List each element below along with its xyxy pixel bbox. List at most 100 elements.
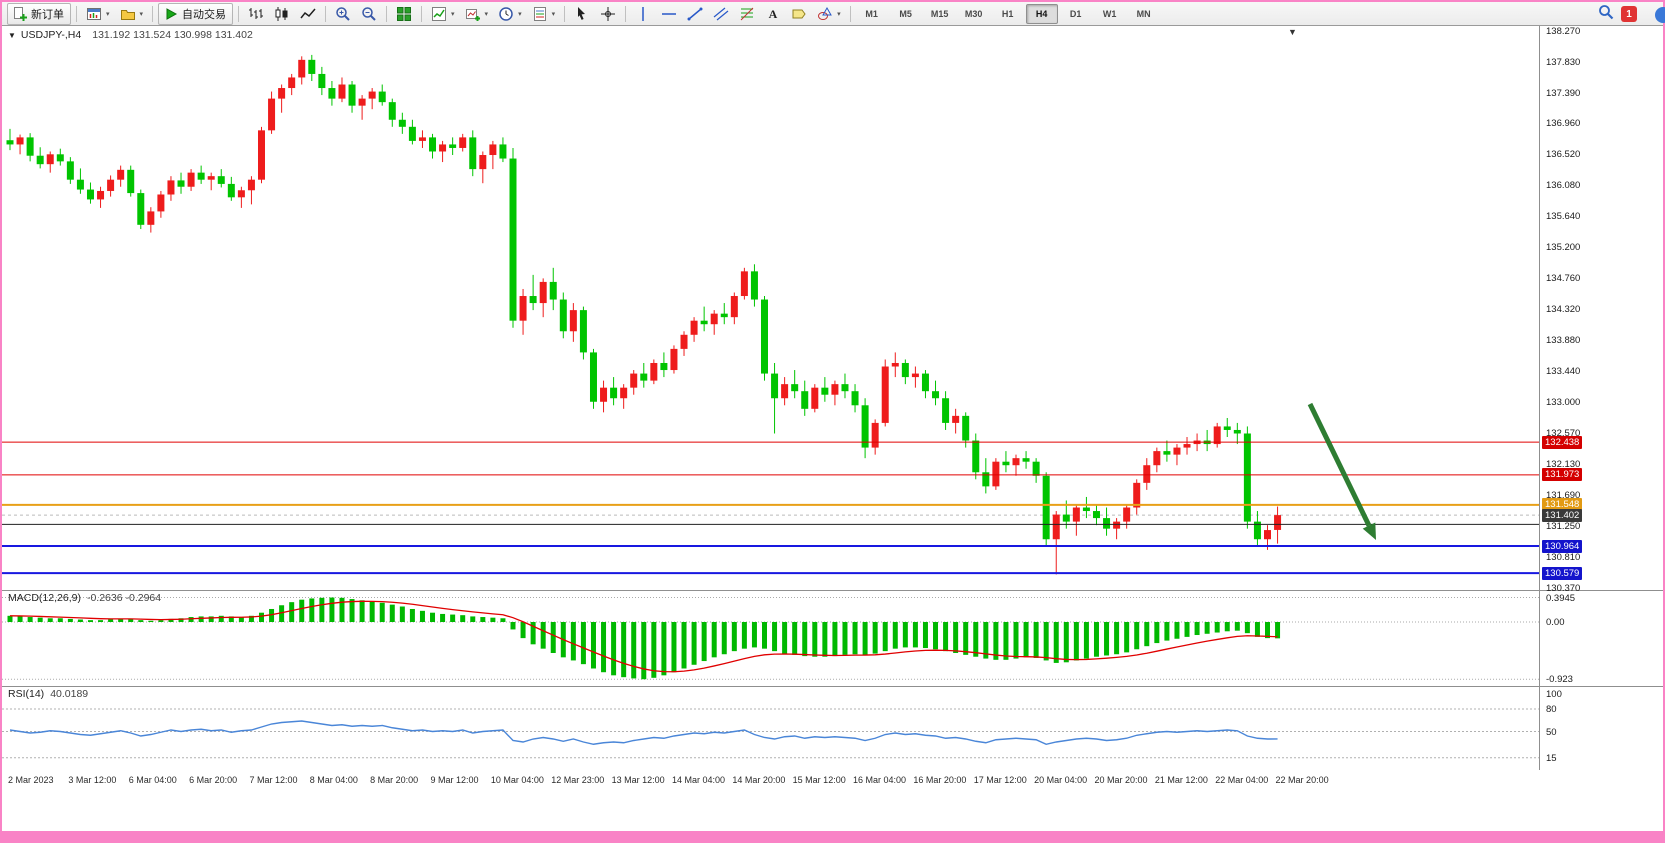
timeframe-m15-button[interactable]: M15 [930,8,949,19]
trend-arrow-head [1362,522,1376,540]
bar-chart-button[interactable] [244,3,268,25]
price-axis-tick: 136.960 [1546,118,1581,130]
messages-icon[interactable] [1655,7,1665,23]
fibonacci-icon [739,6,755,22]
time-axis[interactable]: 2 Mar 2023 3 Mar 12:00 6 Mar 04:00 6 Mar 20… [2,770,1663,792]
rsi-label: RSI(14) 40.0189 [8,688,89,700]
crosshair-icon [600,6,616,22]
macd-canvas[interactable] [2,590,1539,686]
rsi-axis-tick: 15 [1546,752,1557,764]
time-axis-label: 6 Mar 04:00 [128,775,177,785]
autotrade-button-label: 自动交易 [182,8,227,21]
fibonacci-button[interactable] [735,3,759,25]
line-chart-button[interactable] [296,3,320,25]
macd-label: MACD(12,26,9) -0.2636 -0.2964 [8,592,162,604]
price-axis-tick: 131.250 [1546,520,1581,532]
candlestick-button[interactable] [270,3,294,25]
price-axis[interactable]: 138.270 137.830 137.390 136.960 136.520 136.0… [1540,2,1663,792]
time-axis-label: 16 Mar 04:00 [853,775,907,785]
indicators-button[interactable]: ▾ [427,3,459,25]
toolbar-separator [564,5,566,22]
new-order-button[interactable]: 新订单 [7,2,71,25]
zoom-out-button[interactable] [357,3,381,25]
notification-badge[interactable]: 1 [1621,6,1637,22]
vertical-line-button[interactable] [631,3,655,25]
timeframe-d1-button[interactable]: D1 [1069,8,1082,19]
price-axis-tick: 137.830 [1546,56,1581,68]
crosshair-button[interactable] [596,3,620,25]
timeframe-m30-button[interactable]: M30 [964,8,983,19]
toolbar-separator [152,5,154,22]
rsi-axis-tick: 100 [1546,689,1562,700]
price-axis-tick: 135.640 [1546,211,1581,223]
rsi-canvas[interactable] [2,686,1539,770]
dropdown-arrow-icon: ▾ [106,10,110,18]
panel-divider[interactable] [2,590,1663,591]
panel-divider[interactable] [2,686,1663,687]
add-chart-button[interactable]: ▾ [461,3,493,25]
text-icon: A [765,6,781,22]
time-axis-label: 14 Mar 04:00 [671,775,725,785]
macd-histogram [7,597,1281,680]
toolbar-separator [421,5,423,22]
trendline-icon [687,6,703,22]
price-axis-tick: 134.320 [1546,304,1581,316]
rsi-panel[interactable]: RSI(14) 40.0189 [2,686,1539,770]
shapes-button[interactable]: ▾ [813,3,845,25]
channel-button[interactable] [709,3,733,25]
timeframe-h1-button[interactable]: H1 [1001,8,1014,19]
zoom-in-button[interactable] [331,3,355,25]
new-chart-icon [86,6,102,22]
text-button[interactable]: A [761,3,785,25]
price-level-badge: 131.548 [1542,498,1583,512]
time-axis-label: 16 Mar 20:00 [913,775,967,785]
time-axis-label: 13 Mar 12:00 [611,775,665,785]
bar-chart-icon [248,6,264,22]
new-chart-button[interactable]: ▾ [82,3,114,25]
timeframe-w1-button[interactable]: W1 [1102,8,1117,19]
indicators-icon [431,6,447,22]
time-axis-label: 6 Mar 20:00 [189,775,238,785]
template-icon [532,6,548,22]
price-chart-panel[interactable]: ▼ USDJPY-,H4 131.192 131.524 130.998 131… [2,26,1539,590]
price-axis-tick: 138.270 [1546,25,1581,37]
trendline-button[interactable] [683,3,707,25]
timeframe-h4-button[interactable]: H4 [1025,3,1058,24]
periods-button[interactable]: ▾ [494,3,526,25]
rsi-axis-tick: 80 [1546,704,1557,715]
time-axis-label: 8 Mar 20:00 [370,775,419,785]
profiles-button[interactable]: ▾ [116,3,148,25]
timeframe-m1-button[interactable]: M1 [865,8,878,19]
toolbar-separator [625,5,627,22]
templates-button[interactable]: ▾ [528,3,560,25]
toolbar-separator [325,5,327,22]
current-price-badge: 131.402 [1542,508,1583,522]
horizontal-line-button[interactable] [657,3,681,25]
tile-windows-button[interactable] [392,3,416,25]
time-axis-label: 9 Mar 12:00 [430,775,479,785]
line-chart-icon [300,6,316,22]
autotrade-button[interactable]: 自动交易 [158,2,234,25]
timeframe-mn-button[interactable]: MN [1136,8,1151,19]
candlestick-icon [274,6,290,22]
profiles-icon [120,6,136,22]
time-axis-label: 20 Mar 04:00 [1034,775,1088,785]
time-axis-label: 15 Mar 12:00 [792,775,846,785]
time-axis-label: 2 Mar 2023 [8,775,54,785]
chart-shift-marker[interactable]: ▼ [1288,27,1297,37]
cursor-button[interactable] [570,3,594,25]
macd-axis-tick: 0.3945 [1546,592,1576,604]
label-button[interactable] [787,3,811,25]
timeframe-m5-button[interactable]: M5 [899,8,912,19]
macd-values: -0.2636 -0.2964 [86,592,162,604]
price-axis-tick: 134.760 [1546,273,1581,285]
macd-panel[interactable]: MACD(12,26,9) -0.2636 -0.2964 [2,590,1539,686]
price-chart-canvas[interactable] [2,26,1539,590]
price-axis-tick: 133.440 [1546,366,1581,378]
one-click-trading-arrow-icon[interactable]: ▼ [8,30,16,40]
chart-symbol-period: USDJPY-,H4 [20,29,82,41]
search-icon[interactable] [1598,4,1614,25]
toolbar-separator [76,5,77,22]
dropdown-arrow-icon: ▾ [551,10,556,18]
